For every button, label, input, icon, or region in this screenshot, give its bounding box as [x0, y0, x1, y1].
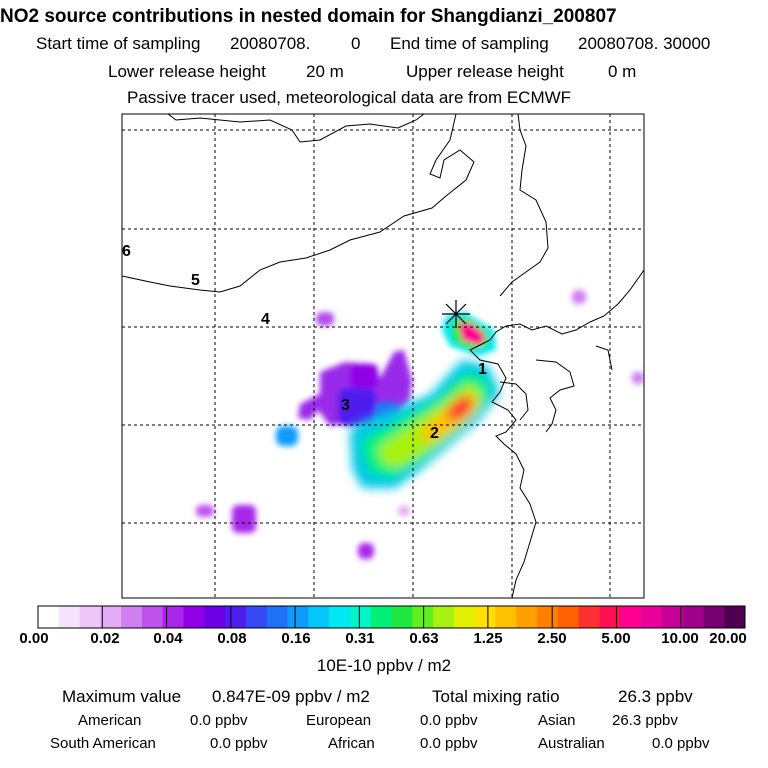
- colorbar-swatch: [141, 606, 164, 628]
- colorbar-swatch: [58, 606, 81, 628]
- end-time-value: 20080708. 30000: [578, 34, 711, 53]
- colorbar-tick-7: 1.25: [473, 630, 503, 647]
- colorbar-swatch: [204, 606, 226, 628]
- upper-release-label: Upper release height: [406, 62, 564, 81]
- colorbar-swatch: [724, 606, 746, 628]
- colorbar-swatch: [620, 606, 642, 628]
- colorbar-frame: [37, 605, 746, 629]
- max-value-label: Maximum value: [62, 687, 182, 706]
- colorbar-swatch: [245, 606, 268, 628]
- end-time-label: End time of sampling: [390, 34, 549, 53]
- colorbar-swatch: [308, 606, 330, 628]
- colorbar-swatch: [661, 606, 684, 628]
- region-label-3: 3: [341, 397, 350, 414]
- colorbar-swatch: [599, 606, 621, 628]
- colorbar-swatch: [100, 606, 122, 628]
- colorbar-swatch: [474, 606, 496, 628]
- colorbar-swatch: [79, 606, 101, 628]
- colorbar-swatch: [121, 606, 143, 628]
- start-time-seconds: 0: [351, 34, 361, 53]
- region-labels: 1 2 3 4 5 6: [122, 243, 487, 442]
- region-label-1: 1: [478, 361, 487, 378]
- region-label-5: 5: [191, 272, 200, 289]
- colorbar-swatch: [225, 606, 247, 628]
- colorbar-tick-5: 0.31: [345, 630, 375, 647]
- region-value-african: 0.0 ppbv: [420, 735, 478, 752]
- concentration-field: [196, 290, 644, 559]
- receptor-star-icon: [442, 300, 470, 328]
- colorbar-tick-2: 0.04: [153, 630, 183, 647]
- colorbar-tick-0: 0.00: [19, 630, 49, 647]
- start-time-label: Start time of sampling: [36, 34, 201, 53]
- region-label-2: 2: [430, 425, 439, 442]
- colorbar-swatch: [391, 606, 413, 628]
- colorbar-swatch: [412, 606, 434, 628]
- colorbar-swatch: [183, 606, 205, 628]
- colorbar-swatch: [433, 606, 455, 628]
- region-value-asian: 26.3 ppbv: [612, 712, 678, 729]
- tracer-note: Passive tracer used, meteorological data…: [127, 88, 572, 107]
- colorbar-unit: 10E-10 ppbv / m2: [316, 656, 452, 675]
- region-name-australian: Australian: [538, 735, 605, 752]
- colorbar-tick-11: 20.00: [709, 630, 747, 647]
- colorbar-swatch: [641, 606, 663, 628]
- plot-title: NO2 source contributions in nested domai…: [0, 6, 617, 27]
- colorbar-swatch: [557, 606, 580, 628]
- region-value-australian: 0.0 ppbv: [652, 735, 710, 752]
- region-value-south-american: 0.0 ppbv: [210, 735, 268, 752]
- map-grid: [122, 114, 644, 598]
- total-mixing-value: 26.3 ppbv: [618, 687, 693, 706]
- plume-receptor: [442, 312, 496, 356]
- colorbar-swatch: [703, 606, 725, 628]
- colorbar-tick-4: 0.16: [281, 630, 311, 647]
- region-label-6: 6: [122, 243, 131, 260]
- region-label-4: 4: [261, 311, 270, 328]
- region-value-american: 0.0 ppbv: [190, 712, 248, 729]
- colorbar-swatch: [38, 606, 60, 628]
- map-coastlines: [122, 114, 644, 598]
- colorbar-swatch: [516, 606, 538, 628]
- region-name-asian: Asian: [538, 712, 576, 729]
- colorbar-swatch: [537, 606, 559, 628]
- colorbar-swatch: [495, 606, 517, 628]
- map-frame: [121, 113, 645, 599]
- colorbar-swatch: [453, 606, 476, 628]
- region-name-european: European: [306, 712, 372, 729]
- lower-release-label: Lower release height: [108, 62, 266, 81]
- colorbar-tick-3: 0.08: [217, 630, 247, 647]
- colorbar-tick-8: 2.50: [537, 630, 567, 647]
- colorbar-swatch: [578, 606, 600, 628]
- colorbar-swatch: [682, 606, 704, 628]
- colorbar-tick-1: 0.02: [90, 630, 120, 647]
- region-name-south-american: South American: [50, 735, 156, 752]
- colorbar-tick-9: 5.00: [601, 630, 631, 647]
- colorbar-swatch: [329, 606, 351, 628]
- region-name-african: African: [328, 735, 375, 752]
- lower-release-value: 20 m: [306, 62, 344, 81]
- colorbar-swatch: [370, 606, 392, 628]
- colorbar-tick-10: 10.00: [661, 630, 699, 647]
- colorbar-swatch: [349, 606, 372, 628]
- max-value: 0.847E-09 ppbv / m2: [212, 687, 370, 706]
- region-name-american: American: [78, 712, 142, 729]
- colorbar: [37, 605, 746, 629]
- colorbar-swatch: [162, 606, 185, 628]
- region-value-european: 0.0 ppbv: [420, 712, 478, 729]
- total-mixing-label: Total mixing ratio: [432, 687, 560, 706]
- colorbar-swatch: [287, 606, 309, 628]
- start-time-value: 20080708.: [230, 34, 311, 53]
- upper-release-value: 0 m: [608, 62, 637, 81]
- colorbar-tick-6: 0.63: [409, 630, 439, 647]
- colorbar-swatch: [266, 606, 289, 628]
